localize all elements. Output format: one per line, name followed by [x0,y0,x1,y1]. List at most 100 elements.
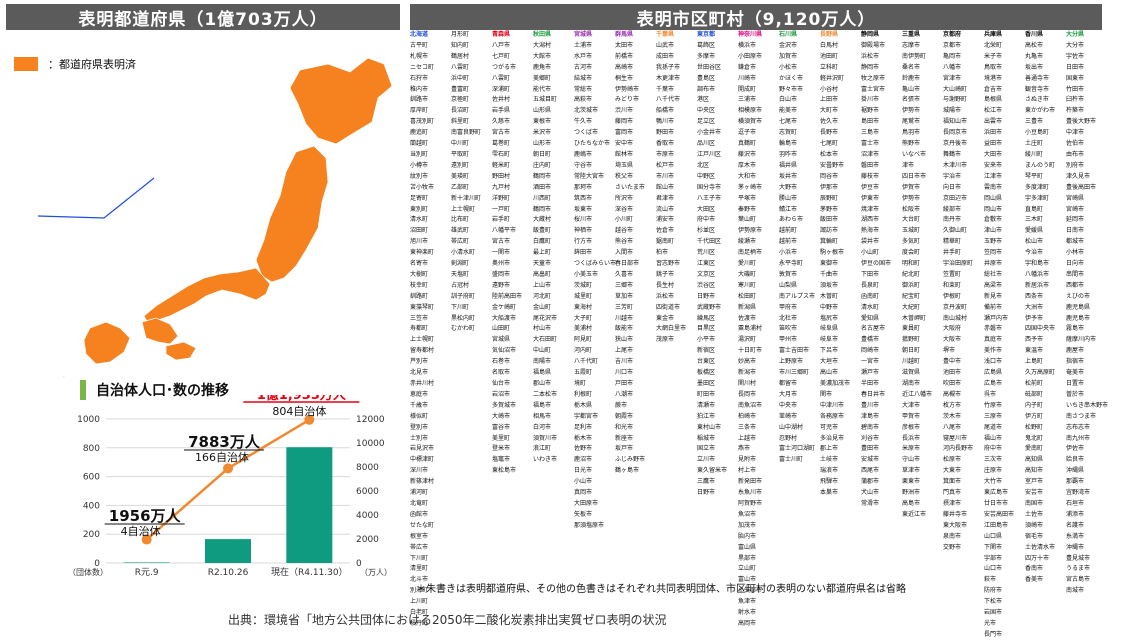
municipality-name: 恵庭市 [410,390,429,398]
municipality-name: 刈谷市 [861,434,880,442]
municipality-name: 美郷町 [533,74,552,82]
municipality-name: 松原市 [943,456,962,464]
municipality-name: 郡上市 [820,445,839,453]
municipality-name: 国東市 [1066,74,1085,82]
municipality-name: 江戸川区 [697,150,722,158]
municipality-name: 沼津市 [861,150,880,158]
municipality-name: 富山市 [738,576,757,584]
municipality-name: 喜茂別町 [410,118,435,126]
municipality-column: 三重県 志摩市 南伊勢町 桑名市 鈴鹿市 亀山市 名張市 伊勢市 尾鷲市 鳥羽市 熊野市 いなべ市 津市… [902,30,944,521]
municipality-name: 常滑市 [861,499,880,507]
municipality-name: 直島町 [1025,205,1044,213]
municipality-name: 前橋市 [615,52,634,60]
municipality-name: 精華町 [943,238,962,246]
municipality-name: 吹田市 [943,380,962,387]
municipality-name: 光市 [984,619,997,627]
municipality-name: 福島市 [533,401,552,409]
municipality-name: 竹原市 [984,401,1003,409]
municipality-name: 軽井沢町 [820,74,845,82]
municipality-name: 日野市 [697,292,716,300]
municipality-name: 千葉市 [656,85,675,93]
municipality-name: 赤磐市 [984,325,1003,333]
municipality-name: 関市 [820,390,833,398]
municipality-name: 飯田市 [820,216,839,224]
municipality-name: 大網白里市 [656,325,687,333]
municipality-name: 豊後大野市 [1066,118,1097,126]
municipality-name: 八千代市 [656,96,681,104]
municipality-name: 我孫子市 [656,63,681,71]
municipality-name: 小樽市 [410,161,429,169]
municipality-name: 富山県 [738,543,757,551]
municipality-name: 国立市 [697,445,716,453]
municipality-name: 南九州市 [1066,434,1091,442]
municipality-name: 飛騨市 [820,478,839,486]
municipality-name: 銚子市 [656,270,675,278]
municipality-name: 小田原市 [738,52,763,60]
municipality-name: 沼田町 [410,227,429,235]
municipality-name: 大台町 [902,216,921,224]
map-inset-divider [37,177,155,219]
municipality-name: 伊豆市 [861,183,880,191]
municipality-name: 佐井村 [492,96,511,104]
municipality-name: 倉吉市 [984,85,1003,93]
legend-label: ：都道府県表明済 [48,58,136,71]
municipality-name: 北区 [697,161,710,169]
municipality-name: 敦賀市 [779,270,798,278]
japan-map [37,57,393,377]
municipality-name: 東久留米市 [697,467,728,475]
municipality-name: 土庄町 [1025,140,1044,148]
municipality-name: 八千代町 [574,358,599,366]
left-tick-label: 400 [83,501,100,511]
municipality-name: 清水町 [410,216,429,224]
municipality-name: 津市 [902,161,915,169]
municipality-name: 伊根町 [943,292,962,300]
municipality-name: 熊谷市 [615,238,634,246]
municipality-name: 都城市 [1066,238,1085,246]
prefecture-header: 神奈川県 [738,31,763,38]
municipality-name: 浪江町 [533,445,552,453]
municipality-name: 飯能市 [615,325,634,333]
municipality-name: 笠岡市 [984,249,1003,257]
municipality-name: 白馬村 [820,41,839,49]
municipality-name: 土佐市 [1025,510,1044,518]
municipality-name: 目黒区 [697,325,716,333]
municipality-name: 南山城村 [943,314,968,322]
municipality-name: 北竜町 [410,499,429,507]
municipality-name: 小平市 [697,336,716,344]
municipality-name: 江東区 [697,260,716,268]
municipality-name: 高崎市 [615,63,634,71]
municipality-name: 大紀町 [902,303,921,311]
municipality-name: 越前町 [779,227,798,235]
municipality-name: 佐倉市 [656,227,675,235]
municipality-name: 大東市 [943,467,962,475]
municipality-name: 筑西市 [574,194,593,202]
municipality-name: 葉山町 [738,216,757,224]
municipality-name: 亀山市 [902,85,921,93]
municipality-name: 陸前高田市 [492,292,523,300]
municipality-name: 笠置町 [943,270,962,278]
municipality-name: 薩摩川内市 [1066,336,1097,344]
municipality-name: 様似町 [410,412,429,420]
municipality-name: 安芸市 [1025,489,1044,497]
municipality-name: 志布志市 [1066,423,1091,431]
municipality-name: 新宿区 [697,347,716,355]
municipality-name: 岐阜市 [820,336,839,344]
municipality-name: 新十津川町 [451,194,482,202]
municipality-name: 厚木市 [738,161,757,169]
municipality-name: 高岡市 [738,619,757,627]
right-axis-unit: （万人） [360,568,392,577]
municipality-name: 静岡市 [861,63,880,71]
municipality-name: 米子市 [984,52,1003,60]
municipality-name: 御殿場市 [861,41,886,49]
municipality-name: 占冠村 [451,281,470,289]
municipality-name: 宇治田原町 [943,260,974,268]
municipality-name: 福知山市 [943,118,968,126]
municipality-name: 高畠町 [533,270,552,278]
municipality-name: 杉並区 [697,227,716,235]
municipality-name: 韮崎市 [779,412,798,420]
municipality-name: 比布町 [451,216,470,224]
municipality-name: 黒松内町 [451,314,476,322]
right-tick-label: 10000 [356,439,385,449]
municipality-name: 川口市 [615,369,634,377]
municipality-name: 倉敷市 [984,216,1003,224]
